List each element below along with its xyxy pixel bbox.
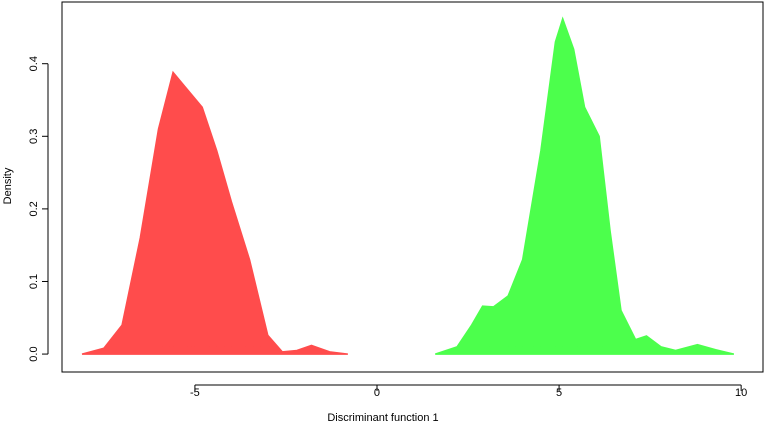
plot-box [61,1,764,373]
x-tick-label: 10 [735,387,747,399]
y-tick-label: 0.0 [28,346,40,361]
x-tick-label: 0 [374,387,380,399]
x-axis-label: Discriminant function 1 [327,412,438,423]
y-tick-label: 0.2 [28,201,40,216]
density-area [81,70,348,355]
y-tick-label: 0.3 [28,129,40,144]
x-tick-label: 5 [556,387,562,399]
y-tick-label: 0.4 [28,56,40,71]
y-tick-label: 0.1 [28,274,40,289]
x-tick-label: -5 [190,387,200,399]
density-area [435,16,735,355]
y-axis-label: Density [2,167,14,204]
